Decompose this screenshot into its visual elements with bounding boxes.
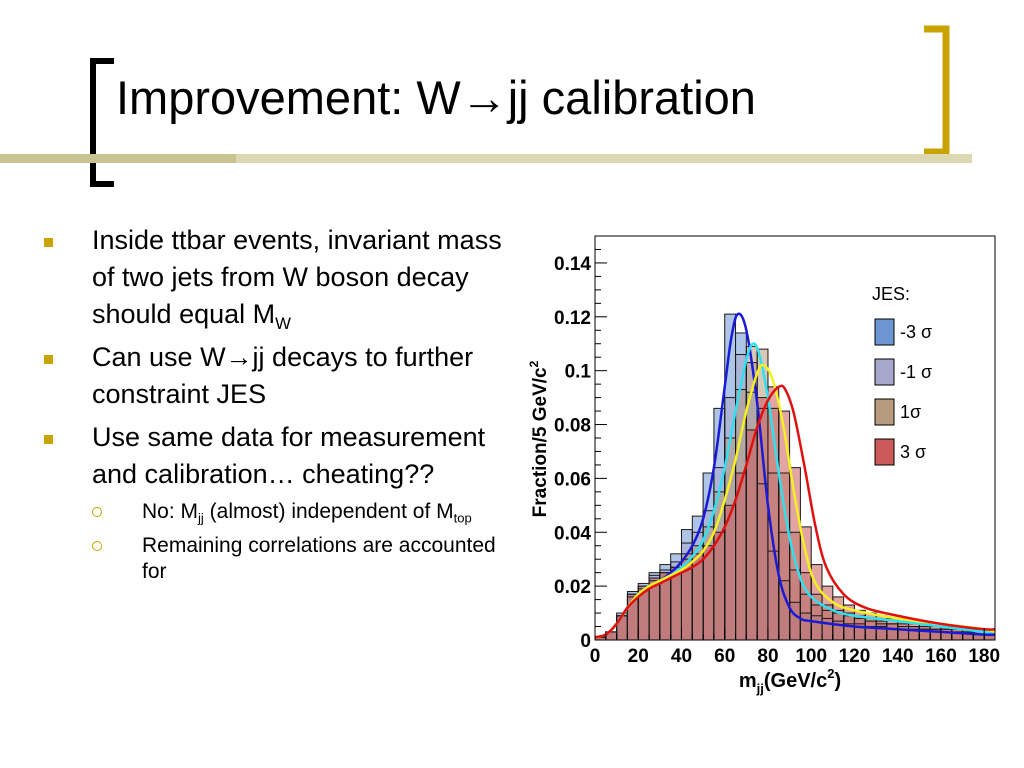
sub-bullet-2-text: Remaining correlations are accounted for xyxy=(142,534,496,583)
legend-label: 1σ xyxy=(900,402,921,422)
bullet-1-text: Inside ttbar events, invariant mass of t… xyxy=(92,225,502,329)
bullet-1: Inside ttbar events, invariant mass of t… xyxy=(44,222,514,333)
y-tick-label: 0.12 xyxy=(554,308,591,329)
fit-curve-1 xyxy=(595,363,995,639)
x-axis-title-rest: (GeV/c xyxy=(764,670,827,692)
x-axis-title-end: ) xyxy=(834,670,841,692)
square-bullet-icon xyxy=(44,435,53,444)
y-tick-label: 0.1 xyxy=(565,362,592,383)
sub-bullet-1: No: Mjj (almost) independent of Mtop xyxy=(44,499,514,525)
x-tick-label: 140 xyxy=(882,646,914,667)
circle-bullet-icon xyxy=(92,507,102,517)
legend: JES: -3 σ -1 σ 1σ 3 σ xyxy=(872,284,932,466)
square-bullet-icon xyxy=(44,238,53,247)
x-axis-title-sub: jj xyxy=(756,681,764,696)
legend-label: 3 σ xyxy=(900,442,926,462)
legend-swatch xyxy=(874,438,895,466)
x-tick-label: 80 xyxy=(757,646,778,667)
y-tick-label: 0.06 xyxy=(554,469,591,490)
y-tick-label: 0.14 xyxy=(554,254,591,275)
svg-text:Fraction/5 GeV/c2: Fraction/5 GeV/c2 xyxy=(527,360,551,517)
title-rule-light xyxy=(236,154,972,163)
sub-bullet-1-sub-b: top xyxy=(453,510,472,526)
svg-text:mjj(GeV/c2): mjj(GeV/c2) xyxy=(739,666,841,696)
left-bracket xyxy=(90,58,114,187)
x-axis-title: mjj(GeV/c2) xyxy=(739,666,841,696)
x-tick-label: 60 xyxy=(714,646,735,667)
bullet-2: Can use W→jj decays to further constrain… xyxy=(44,339,514,413)
y-axis-title: Fraction/5 GeV/c2 xyxy=(527,360,551,517)
x-axis-title-sup: 2 xyxy=(827,666,834,681)
legend-swatch xyxy=(874,358,895,386)
legend-swatch xyxy=(874,318,895,346)
legend-title: JES: xyxy=(872,284,910,304)
x-tick-label: 180 xyxy=(968,646,1000,667)
y-axis-title-sup: 2 xyxy=(527,360,541,367)
sub-bullet-1-sub-a: jj xyxy=(198,510,204,526)
bullet-3: Use same data for measurement and calibr… xyxy=(44,419,514,493)
bullet-2-text: Can use W→jj decays to further constrain… xyxy=(92,342,474,409)
plot-content xyxy=(595,312,995,640)
y-tick-label: 0.04 xyxy=(554,523,591,544)
bullet-list: Inside ttbar events, invariant mass of t… xyxy=(44,222,514,593)
x-axis-title-main: m xyxy=(739,670,757,692)
title-rule-dark xyxy=(0,154,236,163)
sub-bullet-1-text-a: No: M xyxy=(142,500,199,523)
right-bracket xyxy=(924,25,950,156)
x-tick-label: 120 xyxy=(839,646,871,667)
x-tick-label: 100 xyxy=(795,646,827,667)
sub-bullet-1-text-b: (almost) independent of M xyxy=(203,500,454,523)
square-bullet-icon xyxy=(44,355,53,364)
circle-bullet-icon xyxy=(92,541,102,551)
histogram-fill-3 xyxy=(595,386,995,640)
fit-curve-3 xyxy=(595,384,995,639)
y-tick-label: 0.02 xyxy=(554,577,591,598)
legend-label: -3 σ xyxy=(900,322,932,342)
x-tick-label: 160 xyxy=(925,646,957,667)
bullet-1-subscript: W xyxy=(275,313,291,333)
y-axis-title-main: Fraction/5 GeV/c xyxy=(530,367,551,517)
x-tick-label: 20 xyxy=(628,646,649,667)
legend-label: -1 σ xyxy=(900,362,932,382)
legend-swatch xyxy=(874,398,895,426)
mjj-histogram-chart: Fraction/5 GeV/c2 mjj(GeV/c2) 00.020.040… xyxy=(527,235,1000,696)
slide-title: Improvement: W→jj calibration xyxy=(116,71,756,124)
sub-bullet-2: Remaining correlations are accounted for xyxy=(44,533,514,585)
y-tick-label: 0 xyxy=(580,631,591,652)
x-tick-label: 0 xyxy=(590,646,601,667)
y-tick-label: 0.08 xyxy=(554,416,591,437)
bullet-3-text: Use same data for measurement and calibr… xyxy=(92,422,486,489)
x-tick-label: 40 xyxy=(671,646,692,667)
